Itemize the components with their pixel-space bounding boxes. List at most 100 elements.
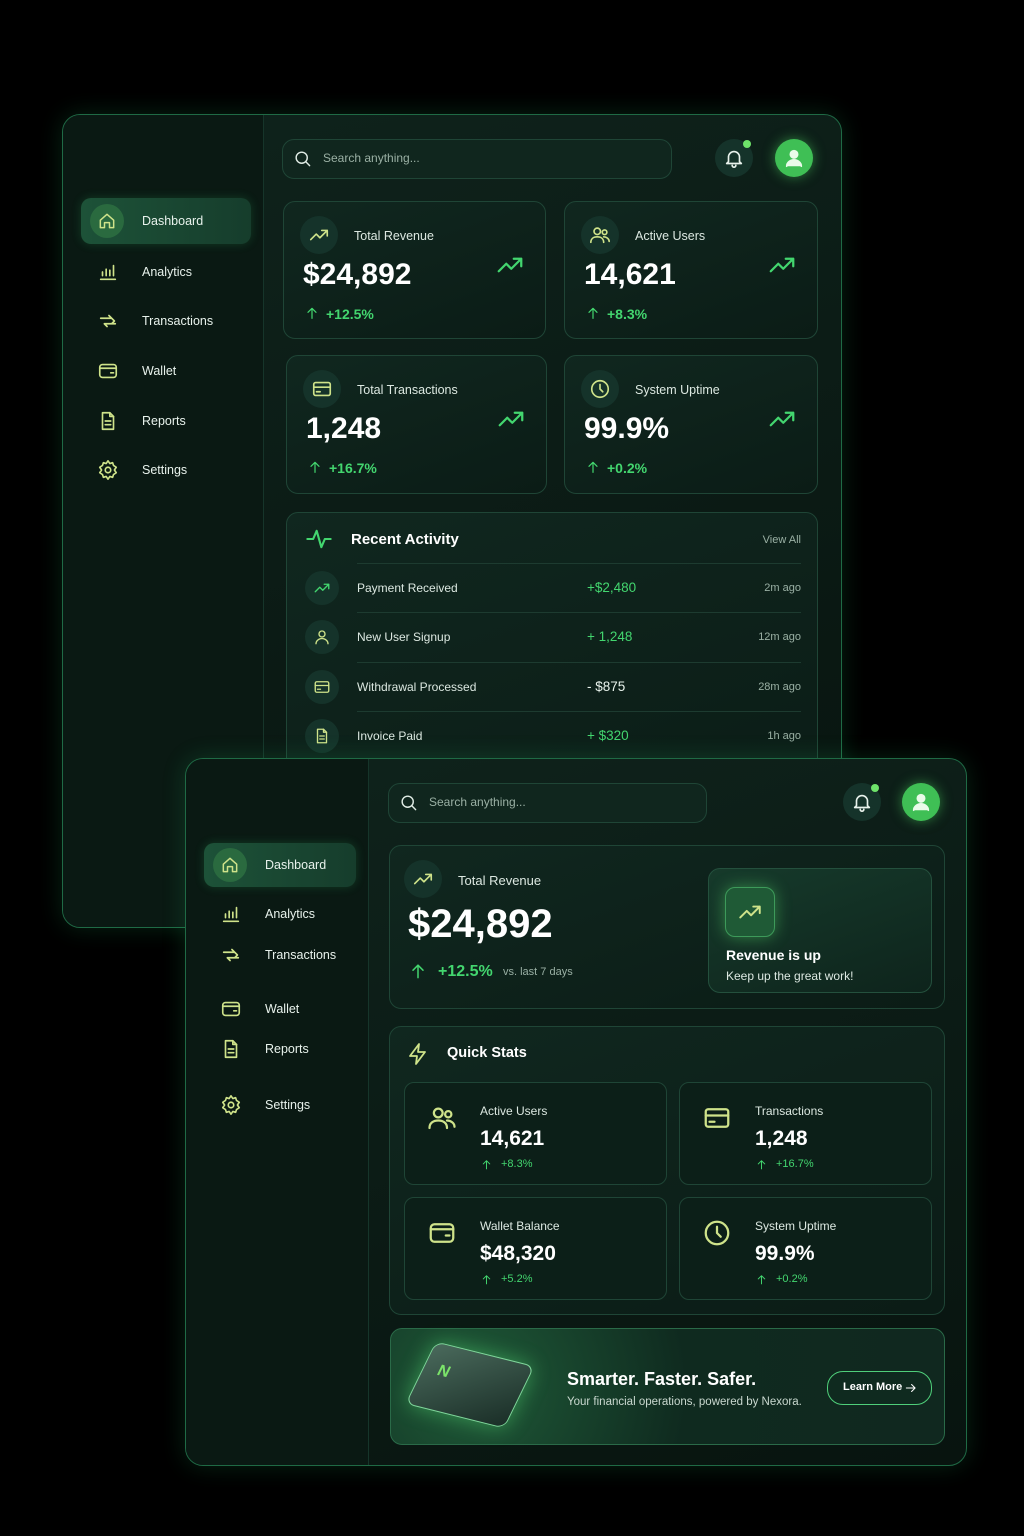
quick-stats-title: Quick Stats [447, 1045, 527, 1061]
promo-card-logo: N [434, 1362, 454, 1381]
row-amount: + $320 [587, 727, 629, 743]
stat-label: Total Transactions [357, 383, 458, 397]
row-time: 12m ago [758, 631, 801, 644]
row-amount: - $875 [587, 678, 626, 694]
user-icon [315, 630, 329, 645]
wallet-icon [98, 363, 118, 379]
nav-item[interactable]: Settings [204, 1083, 356, 1127]
nav-item[interactable]: Reports [81, 398, 251, 444]
card-icon [704, 1108, 730, 1128]
row-amount: +$2,480 [587, 580, 637, 595]
window: Search anything... Dashboard Analytics Tran… [185, 758, 967, 1466]
gear-icon [98, 460, 118, 480]
row-label: Invoice Paid [357, 728, 423, 743]
user-icon [785, 149, 803, 168]
up-icon [307, 307, 317, 319]
users-icon [590, 227, 610, 244]
stat-change: +0.2% [607, 460, 648, 476]
quick-stat-value: 14,621 [480, 1127, 545, 1150]
trend-icon [498, 411, 524, 427]
quick-stat-change: +16.7% [776, 1158, 814, 1170]
avatar[interactable] [775, 139, 813, 177]
quick-stat-change: +5.2% [501, 1273, 533, 1285]
badge-title: Revenue is up [726, 947, 821, 963]
row-divider [357, 710, 801, 712]
nav-label: Dashboard [142, 214, 204, 228]
nav-item[interactable]: Analytics [81, 249, 251, 295]
home-icon [222, 857, 238, 873]
quick-stat-label: Active Users [480, 1104, 548, 1118]
nav-label: Wallet [265, 1002, 300, 1016]
hero-value: $24,892 [408, 902, 553, 946]
nav-item[interactable]: Wallet [81, 348, 251, 394]
quick-stats-panel: Quick Stats Active Users 14,621 +8.3% Transa… [389, 1026, 945, 1315]
user-icon [912, 793, 930, 812]
up-icon [482, 1160, 491, 1170]
row-icon-bg [305, 620, 339, 655]
bell-icon [725, 150, 743, 168]
quick-stat-change: +0.2% [776, 1273, 808, 1285]
quick-stat-value: $48,320 [480, 1242, 556, 1265]
doc-icon [101, 411, 115, 431]
search-icon [295, 151, 311, 167]
nav-icon-bg [213, 848, 247, 882]
search-placeholder: Search anything... [323, 151, 420, 165]
badge-icon-bg [725, 887, 775, 937]
promo-text: Your financial operations, powered by Ne… [567, 1396, 802, 1408]
nav-item[interactable]: Dashboard [81, 198, 251, 244]
row-amount: + 1,248 [587, 629, 633, 645]
stat-icon-bg [581, 216, 619, 254]
trend-icon [739, 905, 761, 919]
nav-label: Wallet [142, 364, 177, 378]
nav-item[interactable]: Dashboard [204, 843, 356, 887]
stat-card: Active Users 14,621 +8.3% [564, 201, 818, 339]
nav-label: Analytics [142, 265, 193, 279]
nav-item[interactable]: Wallet [204, 987, 356, 1031]
quick-stat-card: Wallet Balance $48,320 +5.2% [404, 1197, 667, 1300]
row-label: Payment Received [357, 581, 458, 595]
hero-card: Total Revenue $24,892 +12.5% vs. last 7 day… [389, 845, 945, 1009]
hero-change: +12.5% [438, 963, 493, 980]
stat-card: Total Transactions 1,248 +16.7% [286, 355, 547, 494]
nav-item[interactable]: Transactions [204, 933, 356, 977]
stat-label: Active Users [635, 229, 706, 243]
hero-label: Total Revenue [458, 873, 542, 888]
search-bar[interactable]: Search anything... [388, 783, 707, 823]
view-all-link[interactable]: View All [762, 534, 801, 546]
bell-icon [853, 794, 871, 812]
nav-label: Transactions [142, 314, 214, 328]
arrows-icon [99, 314, 117, 328]
learn-more-button[interactable]: Learn More [827, 1371, 932, 1405]
promo-card-graphic: N [405, 1341, 535, 1429]
nav-icon-bg [90, 204, 124, 238]
row-label: New User Signup [357, 630, 451, 645]
activity-title: Recent Activity [351, 531, 459, 548]
row-divider [357, 661, 801, 663]
search-bar[interactable]: Search anything... [282, 139, 672, 179]
nav-item[interactable]: Settings [81, 447, 251, 493]
stat-value: 1,248 [306, 412, 382, 445]
nav-item[interactable]: Transactions [81, 298, 251, 344]
up-icon [310, 461, 320, 473]
row-divider [357, 563, 801, 564]
nav-item[interactable]: Reports [204, 1027, 356, 1071]
row-icon-bg [305, 571, 339, 605]
row-time: 2m ago [764, 582, 801, 594]
home-icon [99, 213, 115, 229]
notification-dot [871, 784, 879, 792]
wallet-icon [221, 1001, 241, 1017]
arrow-icon [905, 1383, 916, 1393]
stat-label: System Uptime [635, 383, 720, 397]
stat-change: +16.7% [329, 460, 377, 476]
quick-stat-value: 1,248 [755, 1127, 808, 1150]
avatar[interactable] [902, 783, 940, 821]
card-icon [314, 680, 330, 693]
trend-icon [769, 257, 795, 273]
row-time: 1h ago [767, 729, 801, 742]
stat-icon-bg [581, 370, 619, 408]
trend-icon [314, 583, 330, 593]
quick-stat-value: 99.9% [755, 1242, 815, 1265]
nav-item[interactable]: Analytics [204, 892, 356, 936]
notification-dot [743, 140, 751, 148]
